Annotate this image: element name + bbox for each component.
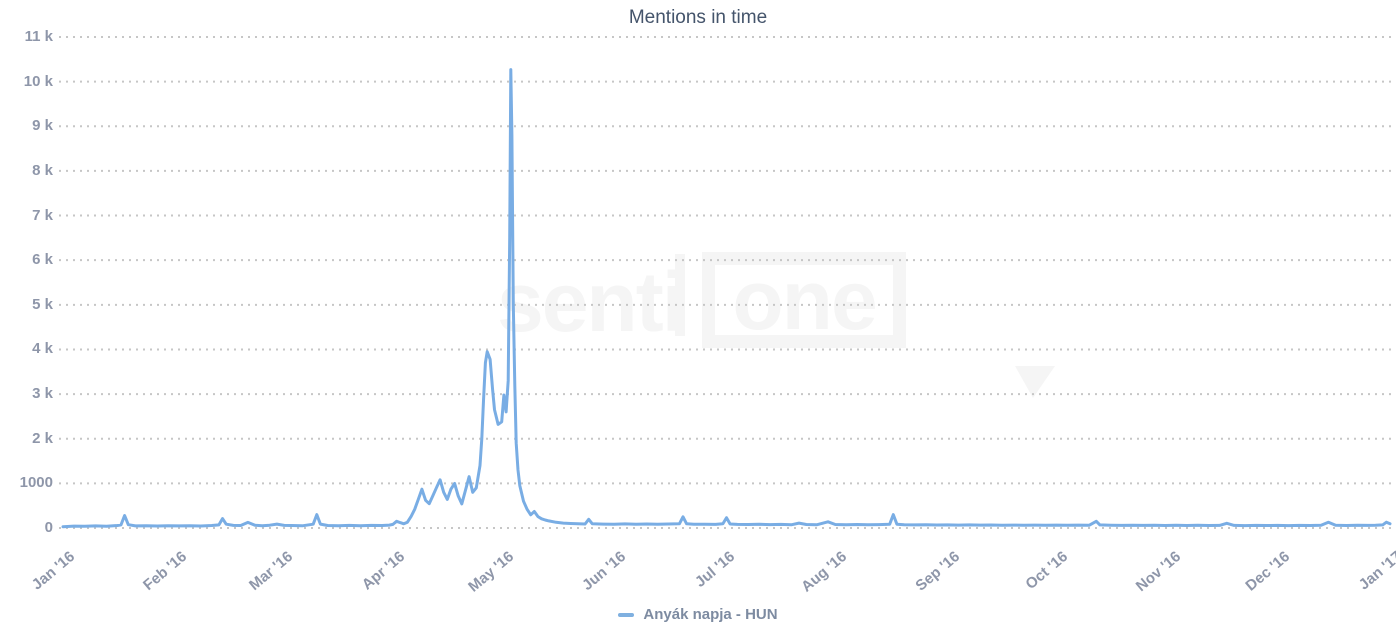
y-axis-label: 2 k	[32, 429, 53, 447]
legend-series-label: Anyák napja - HUN	[643, 606, 778, 623]
chart-title: Mentions in time	[628, 7, 768, 28]
y-axis-label: 10 k	[23, 72, 53, 90]
legend-line-marker-icon	[618, 612, 635, 617]
legend-item[interactable]: Anyák napja - HUN	[618, 606, 778, 623]
watermark-text: senti	[497, 255, 685, 349]
y-axis-label: 1000	[19, 474, 53, 492]
watermark: senti one	[497, 246, 1055, 398]
y-axis-label: 3 k	[32, 385, 53, 403]
watermark-boxed-text: one	[732, 253, 877, 347]
y-axis-label: 8 k	[32, 161, 53, 179]
watermark-bar	[675, 254, 685, 336]
y-axis-label: 7 k	[32, 206, 53, 224]
y-axis-label: 6 k	[32, 251, 53, 269]
watermark-bubble-tail-icon	[1015, 366, 1055, 398]
watermark-bubble: one	[702, 252, 1055, 398]
y-axis-label: 9 k	[32, 117, 53, 135]
y-axis-label: 0	[44, 519, 53, 536]
y-axis-label: 11 k	[24, 28, 53, 45]
series-line	[61, 68, 1392, 529]
legend: Anyák napja - HUN	[0, 606, 1396, 623]
y-axis-label: 5 k	[32, 295, 53, 313]
y-axis-label: 4 k	[32, 340, 53, 358]
